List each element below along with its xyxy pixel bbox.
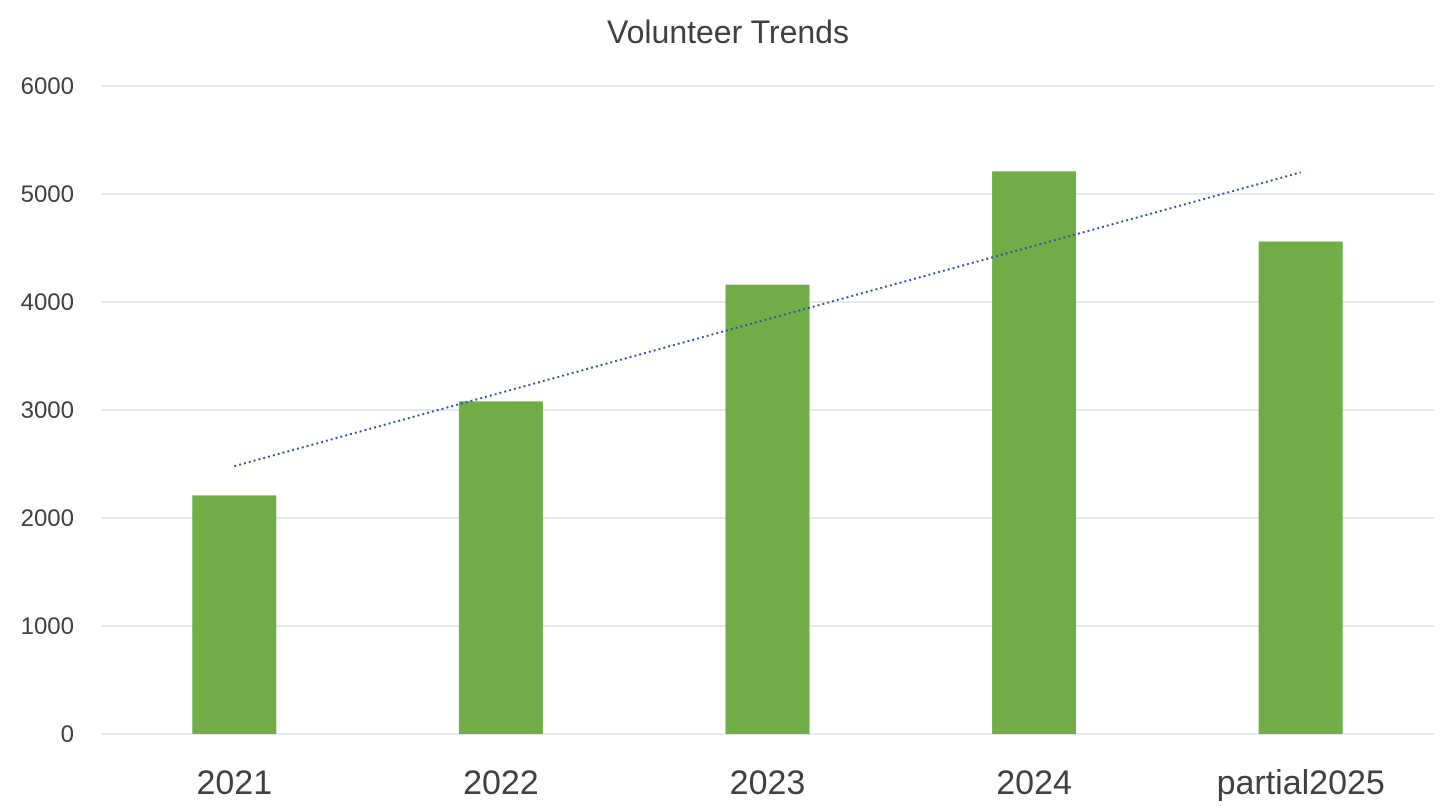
- bar: [725, 284, 810, 734]
- y-tick-label: 1000: [21, 613, 74, 640]
- chart-title: Volunteer Trends: [607, 14, 849, 50]
- y-tick-label: 5000: [21, 181, 74, 208]
- bar: [1258, 241, 1343, 734]
- bar: [992, 171, 1077, 734]
- x-tick-label: 2023: [730, 764, 806, 802]
- x-tick-label: partial2025: [1217, 764, 1385, 802]
- y-tick-label: 6000: [21, 73, 74, 100]
- x-tick-label: 2024: [996, 764, 1072, 802]
- y-tick-label: 4000: [21, 289, 74, 316]
- x-tick-label: 2022: [463, 764, 539, 802]
- bar: [192, 495, 277, 734]
- y-tick-label: 0: [61, 721, 74, 748]
- x-tick-label: 2021: [196, 764, 272, 802]
- trendline: [234, 171, 1301, 468]
- y-tick-label: 3000: [21, 397, 74, 424]
- bar: [458, 401, 543, 734]
- y-tick-label: 2000: [21, 505, 74, 532]
